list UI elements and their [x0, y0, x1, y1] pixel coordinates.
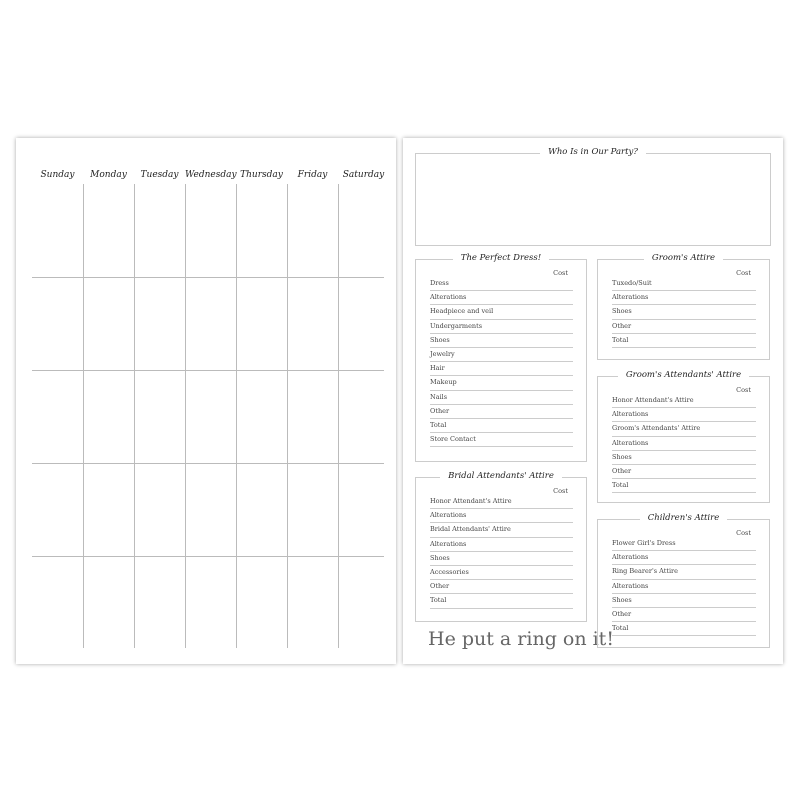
line-item[interactable]: Makeup — [430, 376, 573, 391]
party-box: Who Is in Our Party? — [415, 147, 771, 246]
line-item[interactable]: Dress — [430, 277, 573, 292]
line-item[interactable]: Total — [612, 334, 756, 348]
section-title: The Perfect Dress! — [452, 253, 550, 263]
line-item[interactable]: Tuxedo/Suit — [612, 277, 756, 292]
line-item[interactable]: Alterations — [430, 291, 573, 306]
grooms-attire-box: Groom's Attire Cost Tuxedo/Suit Alteration… — [597, 253, 770, 360]
line-item[interactable]: Alterations — [612, 437, 756, 451]
section-title-wrap: Bridal Attendants' Attire — [416, 471, 586, 481]
column-divider — [338, 184, 339, 648]
line-item[interactable]: Alterations — [612, 291, 756, 306]
column-divider — [134, 184, 135, 648]
row-divider — [32, 370, 384, 371]
day-header: Monday — [90, 170, 127, 180]
section-title: Bridal Attendants' Attire — [440, 471, 562, 481]
column-divider — [83, 184, 84, 648]
line-item[interactable]: Other — [612, 608, 756, 623]
day-header: Wednesday — [185, 170, 237, 180]
line-item[interactable]: Shoes — [430, 552, 573, 566]
day-header: Sunday — [40, 170, 75, 180]
row-divider — [32, 277, 384, 278]
line-item[interactable]: Total — [612, 622, 756, 637]
day-header: Thursday — [240, 170, 283, 180]
line-item[interactable]: Other — [430, 405, 573, 419]
line-item[interactable]: Accessories — [430, 566, 573, 581]
attire-page: Who Is in Our Party? He put a ring on it… — [403, 138, 783, 664]
section-title-wrap: Groom's Attendants' Attire — [598, 370, 769, 380]
section-title-wrap: Groom's Attire — [598, 253, 769, 263]
line-item[interactable]: Jewelry — [430, 348, 573, 363]
line-item[interactable]: Honor Attendant's Attire — [612, 394, 756, 409]
perfect-dress-box: The Perfect Dress! Cost Dress Alterations H… — [415, 253, 587, 462]
line-item[interactable]: Groom's Attendants' Attire — [612, 422, 756, 437]
section-title-wrap: The Perfect Dress! — [416, 253, 586, 263]
day-header: Tuesday — [140, 170, 179, 180]
line-item[interactable]: Bridal Attendants' Attire — [430, 523, 573, 538]
cost-label: Cost — [553, 487, 568, 495]
line-item[interactable]: Alterations — [430, 509, 573, 524]
cost-label: Cost — [736, 529, 751, 537]
line-item[interactable]: Total — [430, 594, 573, 609]
cost-label: Cost — [736, 386, 751, 394]
section-title: Groom's Attire — [643, 253, 724, 263]
line-item[interactable]: Undergarments — [430, 320, 573, 334]
line-item[interactable]: Alterations — [612, 408, 756, 423]
line-item[interactable]: Other — [612, 465, 756, 480]
childrens-attire-box: Children's Attire Cost Flower Girl's Dres… — [597, 513, 770, 648]
calendar-page: Sunday Monday Tuesday Wednesday Thursday Frid… — [16, 138, 396, 664]
line-item[interactable]: Shoes — [612, 594, 756, 608]
column-divider — [185, 184, 186, 648]
line-item[interactable]: Headpiece and veil — [430, 305, 573, 320]
line-item[interactable]: Store Contact — [430, 433, 573, 448]
line-item[interactable]: Alterations — [430, 538, 573, 552]
line-item[interactable]: Shoes — [612, 451, 756, 465]
line-item[interactable]: Other — [612, 320, 756, 334]
line-item[interactable]: Honor Attendant's Attire — [430, 495, 573, 510]
bridal-attendants-attire-box: Bridal Attendants' Attire Cost Honor Atte… — [415, 471, 587, 622]
column-divider — [236, 184, 237, 648]
party-title-wrap: Who Is in Our Party? — [416, 147, 770, 157]
row-divider — [32, 556, 384, 557]
line-item[interactable]: Total — [612, 479, 756, 494]
line-item[interactable]: Nails — [430, 391, 573, 405]
line-item[interactable]: Alterations — [612, 551, 756, 566]
line-item[interactable]: Other — [430, 580, 573, 595]
section-title: Groom's Attendants' Attire — [617, 370, 750, 380]
slogan: He put a ring on it! — [428, 628, 614, 650]
column-divider — [287, 184, 288, 648]
row-divider — [32, 463, 384, 464]
line-item[interactable]: Total — [430, 419, 573, 434]
line-item[interactable]: Alterations — [612, 580, 756, 594]
party-title: Who Is in Our Party? — [540, 147, 646, 157]
line-item[interactable]: Flower Girl's Dress — [612, 537, 756, 552]
line-item[interactable]: Hair — [430, 362, 573, 377]
day-header: Saturday — [342, 170, 385, 180]
section-title-wrap: Children's Attire — [598, 513, 769, 523]
day-header: Friday — [297, 170, 328, 180]
cost-label: Cost — [736, 269, 751, 277]
grooms-attendants-attire-box: Groom's Attendants' Attire Cost Honor Att… — [597, 370, 770, 503]
section-title: Children's Attire — [639, 513, 728, 523]
line-item[interactable]: Ring Bearer's Attire — [612, 565, 756, 580]
cost-label: Cost — [553, 269, 568, 277]
line-item[interactable]: Shoes — [430, 334, 573, 348]
line-item[interactable]: Shoes — [612, 305, 756, 320]
